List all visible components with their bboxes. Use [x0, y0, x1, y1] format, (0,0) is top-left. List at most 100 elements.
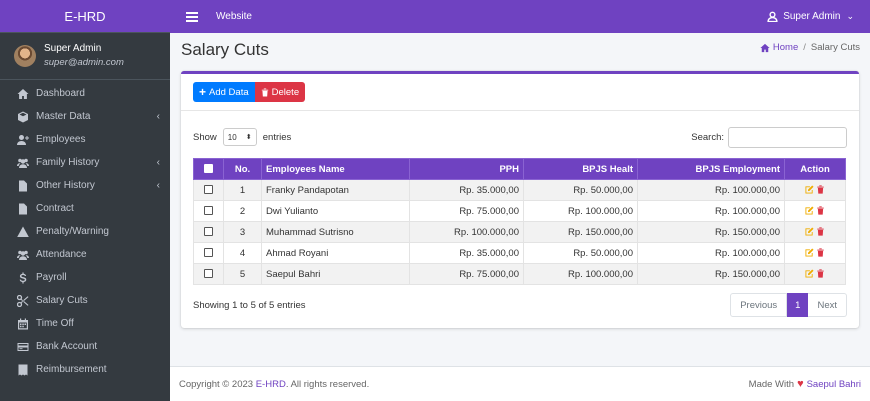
page-1-button[interactable]: 1 [787, 293, 809, 317]
edit-icon[interactable] [805, 185, 814, 195]
table-row[interactable]: 5 Saepul Bahri Rp. 75.000,00 Rp. 100.000,00… [193, 263, 846, 285]
file-icon [16, 179, 30, 193]
sidebar-item-attendance[interactable]: Attendance [0, 243, 170, 266]
sidebar-item-bank-account[interactable]: Bank Account [0, 335, 170, 358]
trash-icon[interactable] [816, 206, 825, 216]
breadcrumb: Home / Salary Cuts [760, 42, 860, 53]
users-icon [16, 248, 30, 262]
topbar: Website Super Admin ⌄ [170, 0, 870, 33]
receipt-icon [16, 363, 30, 377]
select-all-checkbox[interactable] [204, 164, 213, 174]
hamburger-menu-icon[interactable] [186, 11, 198, 22]
row-checkbox[interactable] [204, 248, 213, 258]
made-with: Made With ♥ Saepul Bahri [749, 378, 861, 390]
trash-icon[interactable] [816, 227, 825, 237]
copyright-suffix: . All rights reserved. [285, 378, 370, 390]
cell-pph: Rp. 75.000,00 [409, 263, 524, 285]
table-row[interactable]: 1 Franky Pandapotan Rp. 35.000,00 Rp. 50.00… [193, 179, 846, 201]
author-link[interactable]: Saepul Bahri [806, 378, 861, 390]
plus-icon: + [199, 85, 207, 99]
website-link[interactable]: Website [216, 11, 252, 22]
sidebar-item-label: Contract [36, 203, 74, 214]
delete-label: Delete [271, 86, 300, 98]
credit-card-icon [16, 340, 30, 354]
chevron-down-icon: ⌄ [846, 11, 854, 21]
header-name[interactable]: Employees Name [261, 158, 410, 180]
footer-brand-link[interactable]: E-HRD [255, 378, 286, 390]
user-menu[interactable]: Super Admin ⌄ [767, 11, 854, 22]
header-bpjs[interactable]: BPJS Healt [523, 158, 638, 180]
cell-pph: Rp. 75.000,00 [409, 200, 524, 222]
table-row[interactable]: 3 Muhammad Sutrisno Rp. 100.000,00 Rp. 150.… [193, 221, 846, 243]
sidebar-item-salary-cuts[interactable]: Salary Cuts [0, 289, 170, 312]
header-select-all[interactable] [193, 158, 224, 180]
sidebar-item-label: Payroll [36, 272, 67, 283]
previous-page-button[interactable]: Previous [730, 293, 788, 317]
search-input[interactable] [728, 126, 847, 148]
header-pph[interactable]: PPH [409, 158, 524, 180]
page-title: Salary Cuts [181, 40, 269, 59]
entries-select[interactable]: 10 ⬍ [222, 128, 257, 146]
row-select-cell[interactable] [193, 221, 224, 243]
sidebar-item-penalty-warning[interactable]: Penalty/Warning [0, 220, 170, 243]
table-controls: Show 10 ⬍ entries Search: [193, 126, 847, 148]
trash-icon[interactable] [816, 185, 825, 195]
file-icon [16, 202, 30, 216]
sidebar-item-time-off[interactable]: Time Off [0, 312, 170, 335]
pagination: Previous 1 Next [730, 293, 847, 317]
select-arrows-icon: ⬍ [245, 134, 252, 141]
row-select-cell[interactable] [193, 179, 224, 201]
salary-cuts-card: + Add Data Delete Show 10 ⬍ entries Sear… [181, 71, 859, 328]
row-checkbox[interactable] [204, 227, 213, 237]
cell-action [784, 242, 846, 264]
breadcrumb-home[interactable]: Home [760, 42, 798, 53]
sidebar-item-family-history[interactable]: Family History ‹ [0, 151, 170, 174]
header-no[interactable]: No. [223, 158, 262, 180]
home-icon [760, 43, 770, 52]
sidebar-item-label: Family History [36, 157, 100, 168]
edit-icon[interactable] [805, 206, 814, 216]
salary-cuts-table: No. Employees Name PPH BPJS Healt BPJS E… [193, 158, 846, 285]
brand-logo[interactable]: E-HRD [0, 0, 170, 33]
edit-icon[interactable] [805, 248, 814, 258]
sidebar-item-label: Other History [36, 180, 95, 191]
edit-icon[interactable] [805, 269, 814, 279]
row-checkbox[interactable] [204, 269, 213, 279]
sidebar-item-master-data[interactable]: Master Data ‹ [0, 105, 170, 128]
sidebar-item-employees[interactable]: Employees [0, 128, 170, 151]
table-row[interactable]: 4 Ahmad Royani Rp. 35.000,00 Rp. 50.000,00 R… [193, 242, 846, 264]
cell-action [784, 200, 846, 222]
chevron-left-icon: ‹ [156, 180, 160, 191]
sidebar-item-payroll[interactable]: Payroll [0, 266, 170, 289]
next-page-button[interactable]: Next [808, 293, 847, 317]
sidebar-item-reimbursement[interactable]: Reimbursement [0, 358, 170, 381]
row-checkbox[interactable] [204, 185, 213, 195]
row-select-cell[interactable] [193, 200, 224, 222]
sidebar-item-other-history[interactable]: Other History ‹ [0, 174, 170, 197]
add-data-button[interactable]: + Add Data [193, 82, 255, 102]
user-icon [767, 11, 778, 22]
table-row[interactable]: 2 Dwi Yulianto Rp. 75.000,00 Rp. 100.000,00… [193, 200, 846, 222]
trash-icon[interactable] [816, 269, 825, 279]
cell-bpjs: Rp. 50.000,00 [523, 242, 638, 264]
sidebar-item-contract[interactable]: Contract [0, 197, 170, 220]
edit-icon[interactable] [805, 227, 814, 237]
cell-bpjs: Rp. 100.000,00 [523, 200, 638, 222]
card-header: + Add Data Delete [181, 74, 859, 111]
header-employment[interactable]: BPJS Employment [637, 158, 785, 180]
user-email: super@admin.com [44, 57, 124, 68]
add-data-label: Add Data [209, 86, 249, 98]
row-checkbox[interactable] [204, 206, 213, 216]
chevron-left-icon: ‹ [156, 157, 160, 168]
sidebar-item-dashboard[interactable]: Dashboard [0, 82, 170, 105]
user-name: Super Admin [44, 43, 102, 54]
user-panel[interactable]: Super Admin super@admin.com [0, 33, 170, 80]
row-select-cell[interactable] [193, 263, 224, 285]
cell-no: 2 [223, 200, 262, 222]
delete-button[interactable]: Delete [254, 82, 306, 102]
show-label: Show [193, 131, 217, 143]
cell-no: 4 [223, 242, 262, 264]
entries-info: Showing 1 to 5 of 5 entries [193, 299, 306, 311]
trash-icon[interactable] [816, 248, 825, 258]
row-select-cell[interactable] [193, 242, 224, 264]
